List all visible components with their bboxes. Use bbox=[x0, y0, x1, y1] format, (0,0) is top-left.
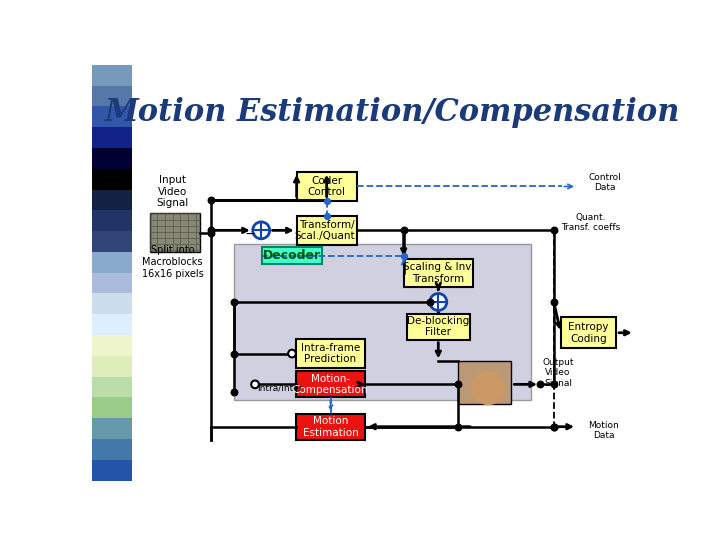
Point bbox=[548, 422, 559, 431]
Point bbox=[548, 422, 559, 431]
Point bbox=[228, 349, 240, 358]
Point bbox=[534, 380, 546, 389]
Bar bbox=[92, 168, 132, 190]
Bar bbox=[92, 190, 132, 211]
Point bbox=[398, 226, 410, 235]
Point bbox=[228, 298, 240, 306]
Point bbox=[451, 380, 463, 389]
Point bbox=[398, 252, 410, 260]
Bar bbox=[92, 65, 132, 85]
Text: Output
Video
Signal: Output Video Signal bbox=[542, 358, 574, 388]
Bar bbox=[407, 314, 470, 340]
Text: Control
Data: Control Data bbox=[588, 173, 621, 192]
Circle shape bbox=[430, 294, 447, 310]
Text: −: − bbox=[245, 226, 256, 240]
Bar bbox=[92, 356, 132, 377]
Bar bbox=[262, 247, 322, 264]
Text: Decoder: Decoder bbox=[263, 249, 321, 262]
Text: Transform/
Scal./Quant.: Transform/ Scal./Quant. bbox=[294, 220, 359, 241]
Bar bbox=[92, 148, 132, 169]
Circle shape bbox=[472, 372, 505, 405]
Bar bbox=[92, 460, 132, 481]
Bar bbox=[234, 244, 531, 400]
Point bbox=[424, 298, 436, 306]
Bar bbox=[92, 127, 132, 148]
Point bbox=[205, 228, 217, 237]
Bar bbox=[92, 273, 132, 294]
Circle shape bbox=[253, 222, 270, 239]
Point bbox=[228, 388, 240, 396]
Bar bbox=[297, 172, 356, 201]
Text: Split into
Macroblocks
16x16 pixels: Split into Macroblocks 16x16 pixels bbox=[142, 245, 204, 279]
Bar bbox=[150, 213, 199, 252]
Bar bbox=[92, 439, 132, 460]
Text: Input
Video
Signal: Input Video Signal bbox=[156, 176, 189, 208]
Bar bbox=[92, 231, 132, 252]
Bar bbox=[404, 259, 473, 287]
Bar bbox=[92, 397, 132, 418]
Point bbox=[321, 211, 333, 220]
Point bbox=[548, 226, 559, 235]
Circle shape bbox=[251, 381, 259, 388]
Bar bbox=[92, 85, 132, 106]
Bar bbox=[92, 252, 132, 273]
Bar bbox=[92, 335, 132, 356]
Bar bbox=[92, 314, 132, 335]
Bar bbox=[92, 294, 132, 314]
Text: De-blocking
Filter: De-blocking Filter bbox=[408, 316, 469, 338]
Text: Quant.
Transf. coeffs: Quant. Transf. coeffs bbox=[562, 213, 621, 232]
Text: Intra/Inter: Intra/Inter bbox=[257, 384, 303, 393]
Bar bbox=[297, 215, 356, 245]
Bar bbox=[92, 377, 132, 397]
Bar bbox=[92, 106, 132, 127]
Circle shape bbox=[288, 350, 296, 357]
Text: Motion-
Compensation: Motion- Compensation bbox=[293, 374, 368, 395]
Point bbox=[548, 298, 559, 306]
Bar bbox=[296, 372, 365, 397]
Point bbox=[548, 380, 559, 389]
Point bbox=[205, 226, 217, 235]
Bar bbox=[457, 361, 511, 403]
Bar bbox=[296, 414, 365, 440]
Bar bbox=[561, 318, 616, 348]
Text: Coder
Control: Coder Control bbox=[307, 176, 346, 197]
Text: Motion Estimation/Compensation: Motion Estimation/Compensation bbox=[104, 97, 680, 128]
Bar bbox=[92, 211, 132, 231]
Text: Scaling & Inv.
Transform: Scaling & Inv. Transform bbox=[402, 262, 474, 284]
Point bbox=[451, 422, 463, 431]
Bar bbox=[92, 418, 132, 439]
Point bbox=[205, 195, 217, 204]
Text: Motion
Estimation: Motion Estimation bbox=[302, 416, 359, 437]
Text: Intra-frame
Prediction: Intra-frame Prediction bbox=[301, 343, 360, 364]
Text: Entropy
Coding: Entropy Coding bbox=[568, 322, 608, 343]
Bar bbox=[296, 339, 365, 368]
Text: Motion
Data: Motion Data bbox=[588, 421, 619, 440]
Point bbox=[321, 197, 333, 205]
